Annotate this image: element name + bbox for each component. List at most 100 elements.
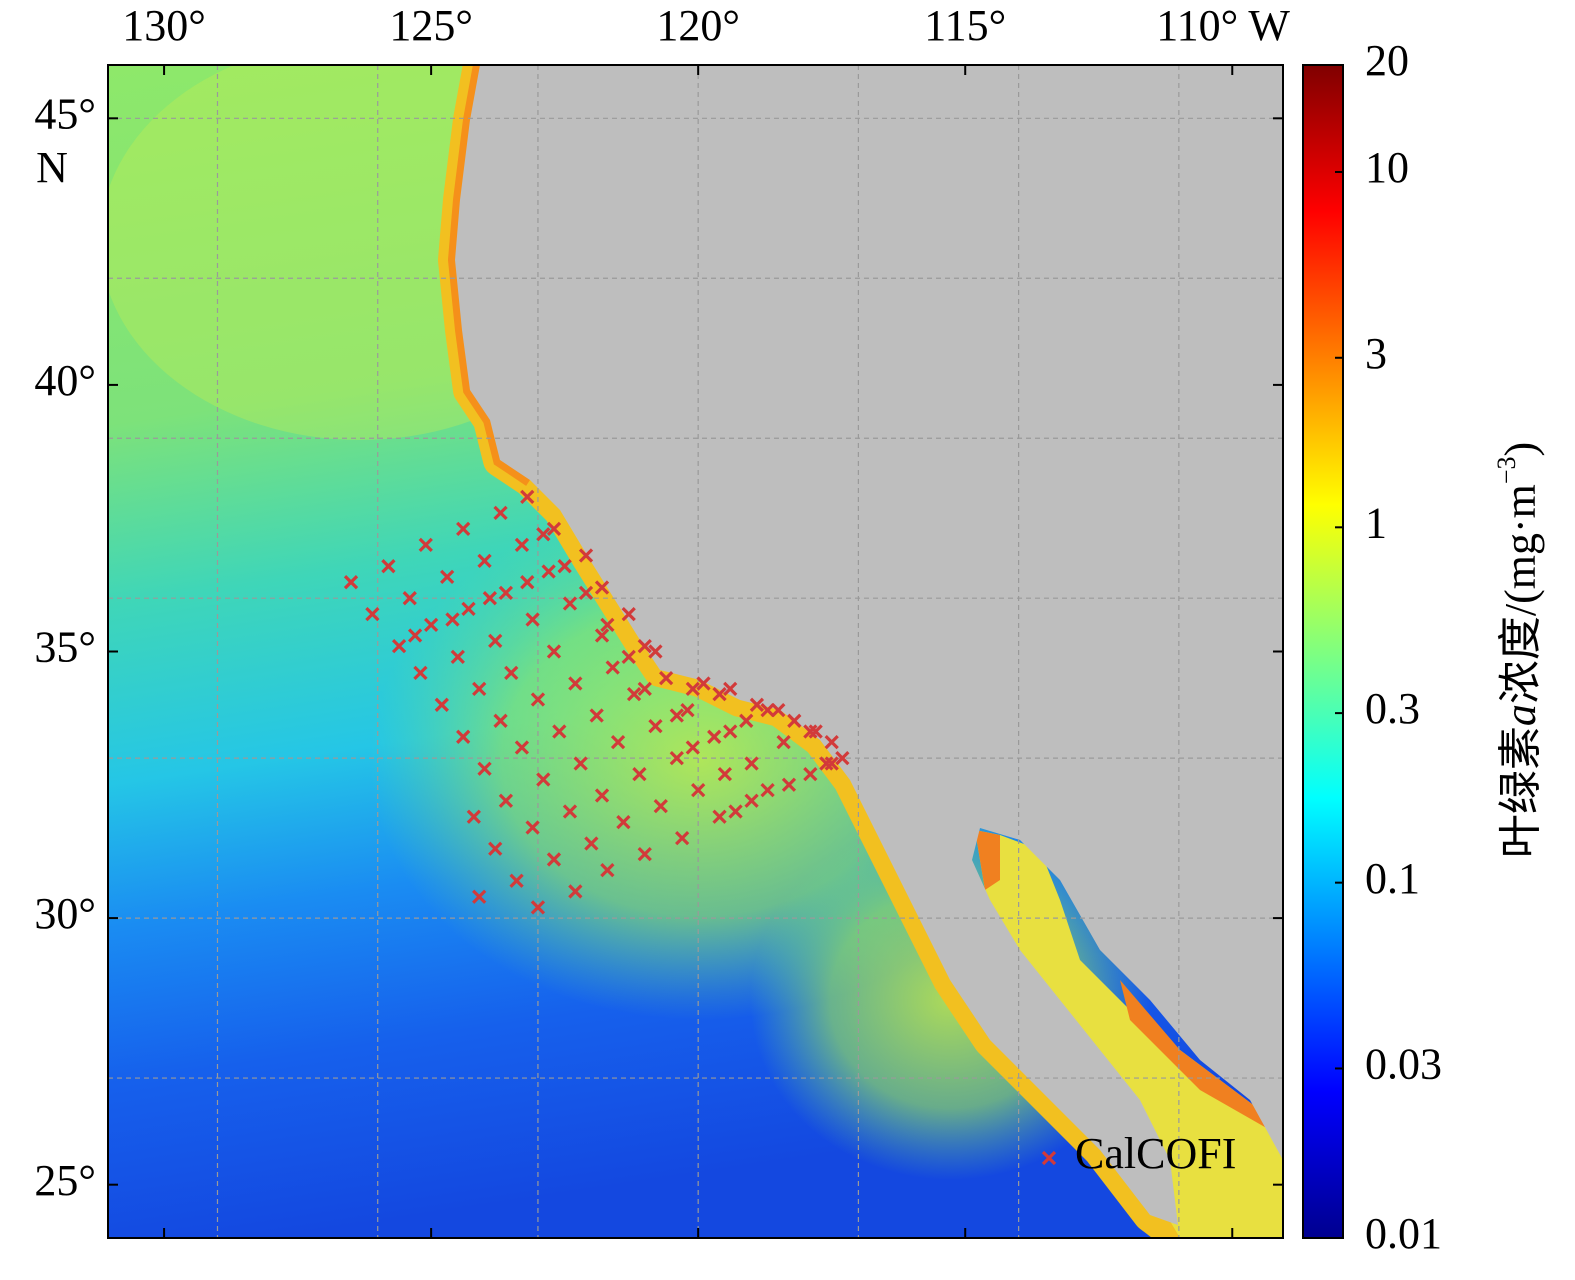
x-tick-label: 110° W: [1156, 1, 1290, 50]
title-part: 叶绿素: [1496, 726, 1545, 858]
station-marker: [514, 537, 530, 552]
station-marker: [520, 575, 535, 590]
station-marker: [498, 793, 514, 808]
station-marker: [477, 553, 492, 568]
station-marker: [749, 697, 765, 712]
colorbar-tick-label: 0.01: [1365, 1209, 1442, 1258]
station-marker: [824, 756, 839, 771]
station-marker: [402, 591, 417, 606]
station-marker: [578, 548, 594, 563]
station-marker: [562, 596, 578, 611]
colorbar-title: 叶绿素a浓度/(mg·m−3): [1492, 442, 1545, 858]
station-marker: [600, 617, 615, 632]
station-marker: [594, 580, 610, 595]
stations: [343, 489, 850, 915]
station-marker: [744, 756, 759, 771]
station-marker: [637, 846, 652, 862]
station-marker: [466, 809, 481, 824]
station-marker: [589, 708, 604, 723]
station-marker: [440, 569, 455, 584]
station-marker: [546, 852, 562, 867]
station-marker: [573, 756, 588, 771]
colorbar-tick-label: 0.03: [1365, 1040, 1442, 1089]
station-marker: [658, 671, 674, 686]
station-marker: [669, 751, 684, 766]
station-marker: [472, 681, 487, 696]
station-marker: [808, 724, 823, 739]
hemisphere-label: N: [36, 143, 68, 192]
station-marker: [776, 735, 791, 750]
station-marker: [493, 713, 508, 728]
station-marker: [803, 767, 818, 782]
station-marker: [477, 761, 492, 776]
station-marker: [835, 751, 850, 766]
station-marker: [637, 639, 652, 654]
station-marker: [648, 719, 663, 734]
station-marker: [514, 740, 530, 755]
station-marker: [626, 687, 642, 702]
colorbar-tick-label: 20: [1365, 36, 1409, 85]
station-marker: [493, 505, 508, 521]
station-marker: [541, 564, 556, 579]
station-marker: [819, 756, 834, 771]
station-marker: [610, 735, 626, 750]
station-marker: [365, 607, 380, 622]
station-marker: [536, 772, 551, 787]
x-tick-label: 125°: [389, 1, 473, 50]
station-marker: [552, 724, 567, 739]
colorbar-tick-label: 3: [1365, 329, 1387, 378]
station-marker: [637, 681, 652, 696]
station-marker: [781, 777, 797, 792]
station-marker: [546, 644, 562, 659]
station-marker: [578, 585, 594, 600]
station-marker: [488, 633, 503, 648]
gulf-high-chlorophyll: [975, 830, 1270, 1130]
station-marker: [509, 873, 524, 888]
station-marker: [787, 713, 802, 728]
station-marker: [696, 676, 711, 691]
station-marker: [648, 644, 663, 659]
station-marker: [621, 649, 636, 664]
station-marker: [482, 591, 498, 606]
x-tick-label: 115°: [924, 1, 1006, 50]
station-marker: [391, 639, 407, 654]
station-marker: [343, 575, 359, 590]
title-part: a: [1496, 704, 1545, 726]
station-marker: [488, 841, 503, 856]
station-marker: [685, 740, 700, 755]
station-marker: [712, 687, 727, 702]
colorbar-tick-label: 0.3: [1365, 684, 1420, 733]
colorbar-tick-label: 0.1: [1365, 854, 1420, 903]
station-marker: [407, 628, 423, 643]
station-marker: [594, 788, 610, 803]
y-tick-label: 45°: [34, 89, 96, 138]
colorbar-tick-label: 1: [1365, 498, 1387, 547]
colorbar: [1302, 64, 1344, 1239]
station-marker: [413, 665, 428, 680]
station-marker: [472, 889, 487, 904]
station-marker: [605, 660, 620, 675]
station-marker: [600, 862, 615, 878]
station-marker: [803, 724, 818, 739]
station-marker: [691, 782, 706, 798]
station-marker: [744, 793, 759, 808]
x-tick-label: 120°: [656, 1, 740, 50]
station-marker: [717, 767, 733, 782]
title-part: 浓度/(mg·m: [1496, 484, 1545, 704]
grid: [108, 65, 1283, 1238]
station-marker: [723, 724, 738, 739]
y-tick-label: 30°: [34, 889, 96, 938]
station-marker: [621, 607, 636, 622]
station-marker: [739, 713, 754, 728]
station-marker: [824, 735, 839, 750]
station-marker: [557, 559, 572, 574]
station-marker: [450, 649, 465, 664]
title-part: ): [1496, 442, 1545, 457]
x-tick-label: 130°: [122, 1, 206, 50]
map-background: [108, 65, 1283, 1238]
station-marker: [520, 489, 535, 505]
station-marker: [675, 830, 690, 846]
station-marker: [584, 836, 599, 851]
